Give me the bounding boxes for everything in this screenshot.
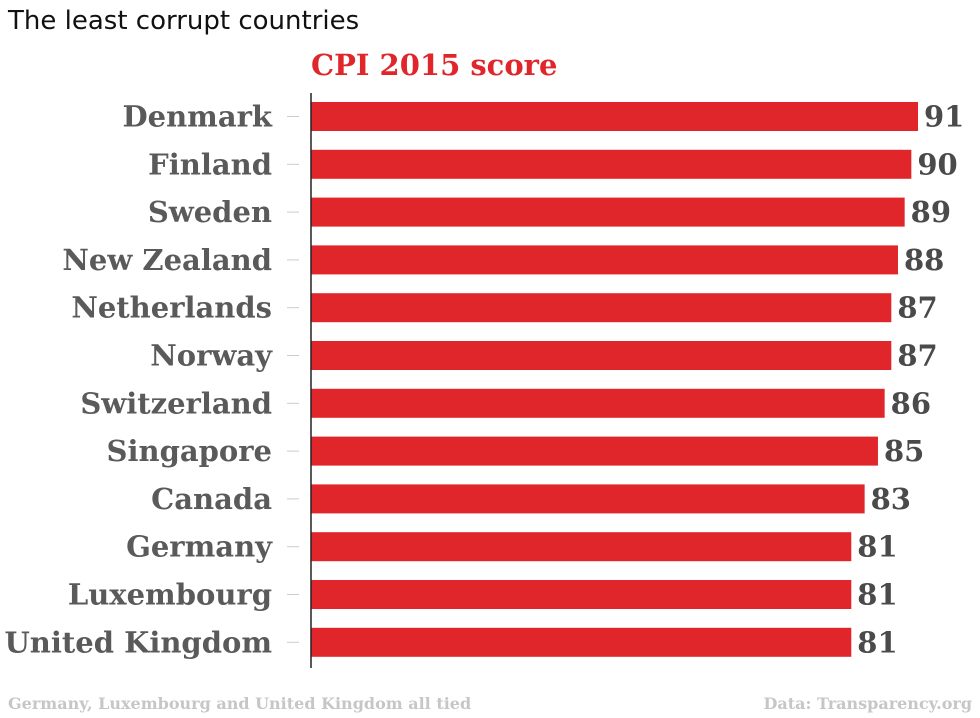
category-label: Germany bbox=[126, 530, 273, 564]
value-label: 81 bbox=[857, 578, 897, 612]
category-label: Norway bbox=[150, 339, 273, 373]
bar bbox=[311, 293, 892, 323]
category-label: Sweden bbox=[148, 195, 272, 229]
category-label: Canada bbox=[151, 482, 272, 516]
footer-note: Germany, Luxembourg and United Kingdom a… bbox=[8, 694, 472, 713]
bar bbox=[311, 388, 885, 418]
value-label: 88 bbox=[904, 243, 944, 277]
value-label: 86 bbox=[891, 386, 931, 420]
bar-chart: Denmark 91 Finland 90 Sweden 89 New Zealand 88 N… bbox=[5, 93, 964, 668]
category-label: Denmark bbox=[122, 100, 272, 134]
value-label: 83 bbox=[871, 482, 911, 516]
value-label: 89 bbox=[911, 195, 951, 229]
page-title: The least corrupt countries bbox=[8, 6, 360, 36]
chart-title: CPI 2015 score bbox=[311, 48, 558, 82]
value-label: 85 bbox=[884, 434, 924, 468]
bar bbox=[311, 436, 878, 466]
category-label: Switzerland bbox=[80, 386, 272, 420]
value-label: 81 bbox=[857, 530, 897, 564]
value-label: 90 bbox=[917, 147, 957, 181]
category-label: Singapore bbox=[107, 434, 272, 468]
value-label: 91 bbox=[924, 100, 964, 134]
category-label: Netherlands bbox=[71, 291, 272, 325]
bar bbox=[311, 532, 852, 562]
bar bbox=[311, 197, 905, 227]
category-label: Luxembourg bbox=[68, 578, 272, 612]
bar bbox=[311, 484, 865, 514]
category-label: Finland bbox=[148, 147, 272, 181]
bar bbox=[311, 149, 912, 179]
value-label: 87 bbox=[897, 339, 937, 373]
value-label: 81 bbox=[857, 625, 897, 659]
bar bbox=[311, 102, 918, 131]
bar bbox=[311, 580, 852, 609]
bar bbox=[311, 627, 852, 657]
category-label: New Zealand bbox=[62, 243, 272, 277]
category-label: United Kingdom bbox=[5, 625, 273, 659]
bar bbox=[311, 245, 898, 275]
bar bbox=[311, 341, 892, 370]
footer-source: Data: Transparency.org bbox=[763, 694, 972, 713]
value-label: 87 bbox=[897, 291, 937, 325]
